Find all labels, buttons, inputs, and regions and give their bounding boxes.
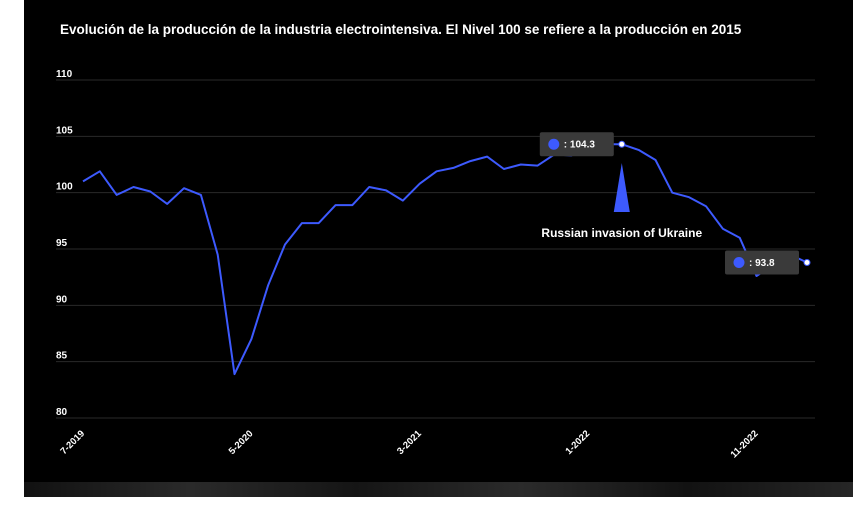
tooltip-value: : 104.3: [564, 140, 596, 151]
y-tick-label-90: 90: [56, 294, 68, 305]
tooltip-2: : 93.8: [725, 250, 811, 275]
annotation-label: Russian invasion of Ukraine: [541, 226, 702, 240]
x-tick-label-5-2020: 5-2020: [227, 428, 256, 457]
y-tick-label-100: 100: [56, 182, 73, 193]
tooltip-series-dot: [733, 257, 745, 269]
tooltip-box: [539, 132, 614, 157]
tooltips: : 104.3 : 93.8: [539, 132, 811, 275]
highlight-point[interactable]: [803, 259, 811, 267]
x-tick-label-1-2022: 1-2022: [564, 428, 593, 457]
y-tick-label-85: 85: [56, 351, 68, 362]
grid-lines: [56, 79, 815, 419]
x-axis-ticks: 7-2019 5-2020 3-2021 1-2022 11-2022: [58, 428, 760, 461]
y-axis-ticks: 80 85 90 95 100 105 110: [56, 69, 73, 418]
footer-strip: [24, 482, 853, 497]
tooltip-box: [725, 250, 799, 275]
y-tick-label-95: 95: [56, 238, 68, 249]
x-tick-label-11-2022: 11-2022: [729, 428, 761, 460]
tooltip-series-dot: [548, 138, 560, 150]
y-tick-label-110: 110: [56, 69, 73, 80]
x-tick-label-7-2019: 7-2019: [58, 428, 87, 457]
chart-title: Evolución de la producción de la industr…: [60, 22, 742, 37]
series-line: [82, 143, 808, 376]
annotation-arrow: [613, 163, 630, 212]
tooltip-1: : 104.3: [539, 132, 626, 157]
tooltip-value: : 93.8: [749, 258, 775, 269]
highlight-point[interactable]: [618, 140, 626, 148]
x-tick-label-3-2021: 3-2021: [395, 428, 424, 457]
annotation: Russian invasion of Ukraine: [541, 163, 702, 240]
y-tick-label-80: 80: [56, 407, 68, 418]
y-tick-label-105: 105: [56, 125, 73, 136]
